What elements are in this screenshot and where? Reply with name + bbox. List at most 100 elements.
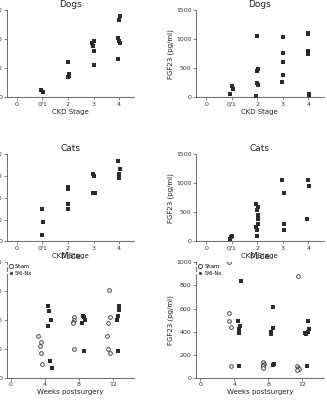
Point [72,314,77,320]
Point [256,216,261,222]
Point [65,206,70,212]
Point [261,361,267,367]
Point [305,50,311,57]
Point [37,343,43,349]
Point [92,190,97,197]
Point [280,72,285,78]
Point [306,92,312,98]
Point [81,347,86,354]
Point [255,232,260,239]
X-axis label: CKD Stage: CKD Stage [241,253,278,259]
Point [108,350,113,356]
Y-axis label: FGF23 (pg/ml): FGF23 (pg/ml) [167,29,174,79]
Point [116,307,121,313]
Point [280,34,285,40]
Y-axis label: FGF23 (pg/ml): FGF23 (pg/ml) [167,295,174,345]
Point [306,48,311,54]
Point [105,346,110,352]
Point [305,328,311,335]
Point [115,312,120,319]
Point [305,31,311,38]
Point [228,363,233,370]
Point [229,232,234,239]
X-axis label: CKD Stage: CKD Stage [52,253,89,259]
Point [104,333,109,339]
Point [81,314,87,320]
Point [90,43,95,50]
Point [255,33,260,40]
Point [270,362,276,368]
Point [116,173,122,179]
Point [66,71,71,77]
Point [45,323,50,329]
X-axis label: CKD Stage: CKD Stage [241,108,278,114]
Point [107,314,112,320]
Point [46,302,51,309]
Point [79,320,85,326]
Point [47,358,53,364]
Point [228,91,233,98]
Point [105,320,111,326]
Point [253,224,259,230]
Point [227,310,232,316]
Point [91,48,96,54]
Point [90,40,95,47]
Point [306,326,312,332]
Point [70,318,75,325]
Point [230,86,235,92]
Point [304,331,309,337]
Point [306,30,311,36]
Point [116,37,121,44]
Point [255,212,260,218]
Point [254,92,259,99]
Point [260,362,265,368]
Point [236,326,241,332]
Point [66,72,72,79]
Point [41,89,46,95]
Point [116,158,121,164]
Point [228,324,233,330]
Point [107,287,112,294]
Point [83,317,88,323]
Point [65,74,71,80]
Point [295,363,300,370]
Point [281,59,286,66]
Point [47,308,52,315]
Point [65,186,70,192]
Title: Dogs: Dogs [249,0,271,9]
X-axis label: Weeks postsurgery: Weeks postsurgery [227,389,293,395]
Point [65,59,70,66]
Point [66,201,71,208]
Point [235,318,240,324]
Point [237,363,242,370]
Point [39,232,44,238]
Point [49,317,54,323]
Point [117,166,122,172]
Point [116,56,121,63]
Point [307,91,312,98]
Point [39,339,44,345]
Point [281,227,286,233]
Point [295,367,300,373]
Point [115,34,121,41]
Legend: Sham, 5/6-Nx: Sham, 5/6-Nx [197,263,222,276]
Point [255,80,260,86]
Point [281,189,286,196]
Point [255,221,260,227]
Point [117,13,123,19]
Point [238,278,243,284]
Point [255,203,260,210]
Point [36,333,41,339]
Point [114,317,119,323]
Point [281,50,286,56]
Point [260,364,266,371]
Point [91,190,96,197]
Point [226,259,232,266]
Point [229,82,234,89]
Title: Cats: Cats [60,144,80,153]
X-axis label: Weeks postsurgery: Weeks postsurgery [37,389,104,395]
Point [256,81,261,88]
Point [307,182,312,189]
Y-axis label: FGF23 (pg/ml): FGF23 (pg/ml) [167,173,174,223]
Point [271,361,277,367]
